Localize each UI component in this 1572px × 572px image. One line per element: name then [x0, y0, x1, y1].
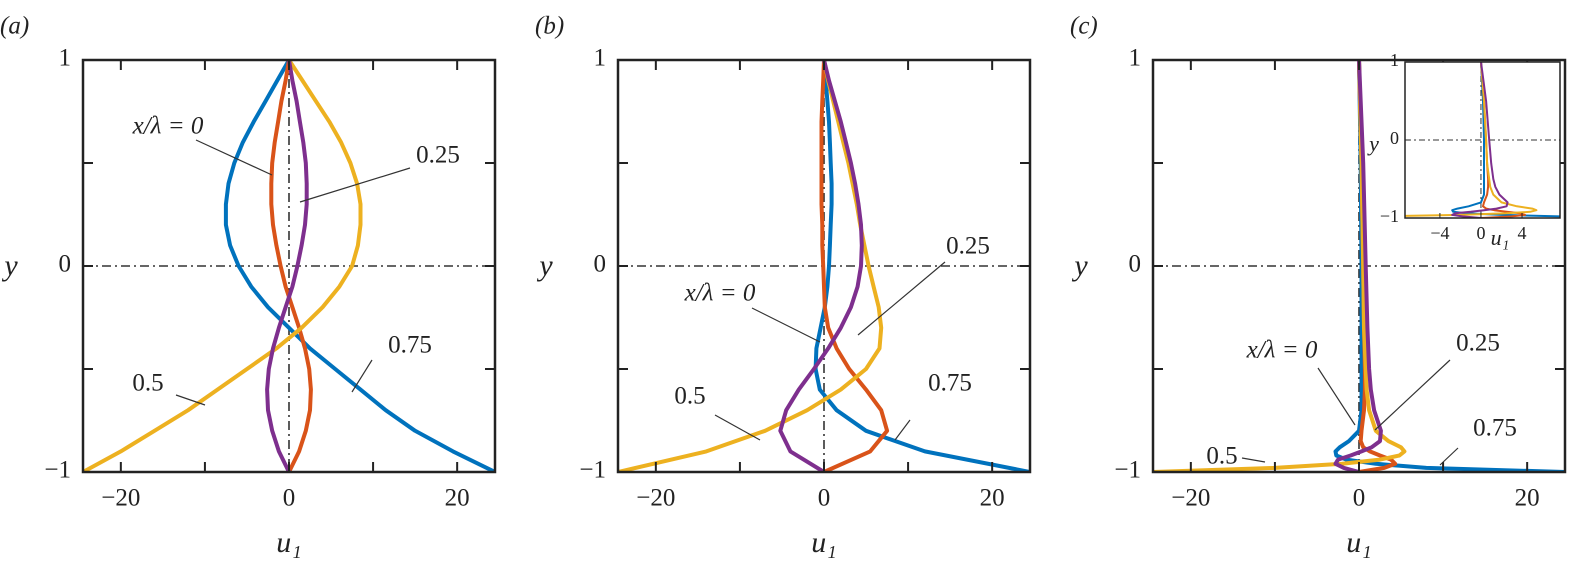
plot: [83, 60, 495, 472]
x-axis-label: u₁: [276, 526, 301, 559]
leader-line: [1241, 457, 1266, 463]
y-axis-label: y: [1071, 249, 1088, 282]
series-label: 0.75: [388, 332, 432, 359]
leader-line: [751, 307, 821, 343]
leader-line: [175, 394, 206, 406]
series-label: 0.5: [132, 370, 163, 397]
y-tick-label: −1: [44, 457, 71, 484]
leader-line: [1374, 359, 1451, 431]
y-tick-label: 0: [1129, 251, 1142, 278]
y-tick-label: −1: [1114, 457, 1141, 484]
x-tick-label: 0: [283, 485, 296, 512]
series-label: x/λ = 0: [1246, 337, 1318, 364]
x-tick-label: 20: [445, 485, 470, 512]
series-label: 0.5: [1206, 443, 1237, 470]
x-tick-label: −20: [1171, 485, 1210, 512]
x-axis-label: u₁: [811, 526, 836, 559]
leader-line: [857, 261, 946, 336]
axes-box: [1151, 58, 1567, 474]
leader-line: [714, 414, 761, 441]
leader-line: [195, 139, 273, 176]
plot: [618, 60, 1030, 472]
x-tick-label: 0: [1353, 485, 1366, 512]
panel-label: (c): [1070, 13, 1098, 40]
series-label: 0.25: [416, 142, 460, 169]
curve: [778, 60, 864, 472]
axes-box: [616, 58, 1032, 474]
curve: [269, 60, 313, 472]
x-tick-label: 20: [980, 485, 1005, 512]
x-axis-label: u₁: [1346, 526, 1371, 559]
leader-line: [351, 359, 373, 393]
inset-y-label: y: [1367, 131, 1379, 156]
x-tick-label: 0: [818, 485, 831, 512]
curve: [1333, 60, 1383, 472]
inset-y-tick-label: 1: [1390, 50, 1399, 70]
curve: [83, 60, 363, 472]
series-label: 0.25: [946, 233, 990, 260]
panel-label: (b): [535, 13, 564, 40]
leader-line: [1439, 447, 1459, 466]
panel-label: (a): [0, 13, 29, 40]
y-tick-label: 0: [594, 251, 607, 278]
inset-y-tick-label: −1: [1380, 206, 1399, 226]
curve: [618, 60, 884, 472]
inset-box: [1404, 61, 1561, 219]
curve: [265, 60, 309, 472]
y-tick-label: 1: [59, 45, 72, 72]
curve: [223, 60, 495, 472]
leader-line: [894, 419, 911, 441]
series-label: 0.5: [674, 383, 705, 410]
y-tick-label: 0: [59, 251, 72, 278]
leader-line: [299, 167, 411, 203]
series-label: x/λ = 0: [684, 280, 756, 307]
curve: [1405, 62, 1538, 217]
axes-box: [81, 58, 497, 474]
series-label: x/λ = 0: [132, 113, 204, 140]
curve: [819, 60, 890, 472]
inset-y-tick-label: 0: [1390, 128, 1399, 148]
y-tick-label: 1: [1129, 45, 1142, 72]
inset-x-tick-label: 4: [1518, 223, 1527, 243]
inset-x-tick-label: 0: [1476, 223, 1485, 243]
y-tick-label: 1: [594, 45, 607, 72]
series-label: 0.75: [1473, 415, 1517, 442]
curve: [1451, 62, 1509, 218]
inset-x-tick-label: −4: [1430, 223, 1449, 243]
y-axis-label: y: [536, 249, 553, 282]
leader-line: [1317, 367, 1356, 426]
plot: [1153, 60, 1565, 472]
x-tick-label: −20: [101, 485, 140, 512]
series-label: 0.75: [928, 370, 972, 397]
y-axis-label: y: [1, 249, 18, 282]
series-label: 0.25: [1456, 330, 1500, 357]
curve: [813, 60, 1030, 472]
y-tick-label: −1: [579, 457, 606, 484]
x-tick-label: −20: [636, 485, 675, 512]
inset-x-label: u₁: [1491, 225, 1510, 250]
x-tick-label: 20: [1515, 485, 1540, 512]
